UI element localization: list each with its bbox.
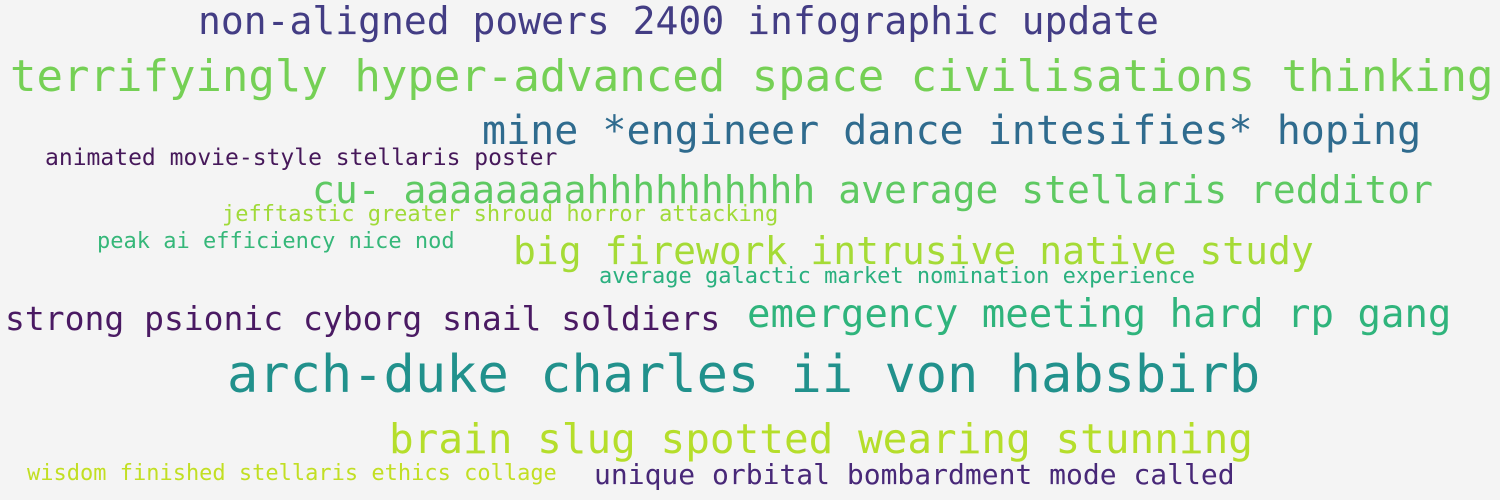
- cloud-phrase: terrifyingly hyper-advanced space civili…: [10, 51, 1494, 102]
- cloud-phrase: animated movie-style stellaris poster: [45, 145, 558, 171]
- cloud-phrase: non-aligned powers 2400 infographic upda…: [198, 0, 1159, 43]
- cloud-phrase: arch-duke charles ii von habsbirb: [227, 345, 1261, 405]
- cloud-phrase: cu- aaaaaaaahhhhhhhhhh average stellaris…: [312, 168, 1434, 212]
- cloud-phrase: emergency meeting hard rp gang: [747, 292, 1452, 337]
- cloud-phrase: jefftastic greater shroud horror attacki…: [222, 202, 779, 227]
- cloud-phrase: big firework intrusive native study: [513, 229, 1314, 273]
- cloud-phrase: average galactic market nomination exper…: [599, 264, 1196, 289]
- cloud-phrase: peak ai efficiency nice nod: [97, 229, 455, 254]
- cloud-phrase: strong psionic cyborg snail soldiers: [5, 299, 721, 338]
- cloud-phrase: wisdom finished stellaris ethics collage: [27, 461, 557, 486]
- cloud-phrase: unique orbital bombardment mode called: [594, 458, 1235, 491]
- cloud-phrase: mine *engineer dance intesifies* hoping: [482, 108, 1422, 154]
- cloud-phrase: brain slug spotted wearing stunning: [389, 415, 1253, 463]
